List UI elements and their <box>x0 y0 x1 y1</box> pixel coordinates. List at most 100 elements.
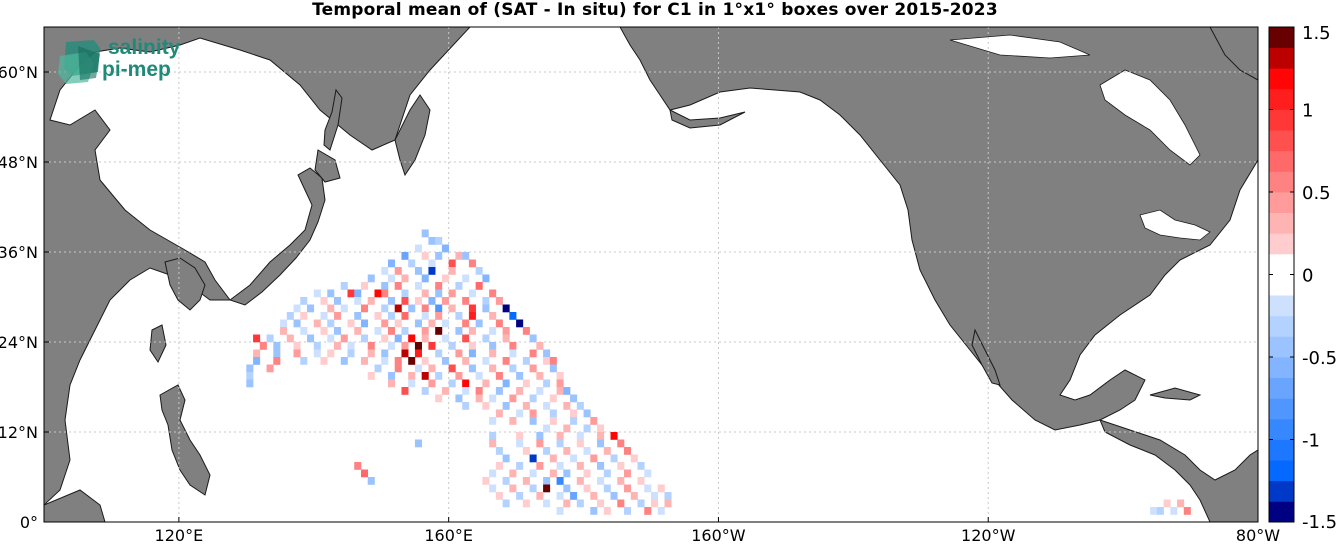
data-cell <box>509 484 517 493</box>
data-cell <box>1183 507 1191 515</box>
data-cell <box>408 379 416 388</box>
data-cell <box>414 349 422 358</box>
data-cell <box>441 244 449 253</box>
data-cell <box>394 364 402 373</box>
colorbar-tick-label: -1 <box>1302 431 1320 452</box>
data-cell <box>448 379 456 388</box>
data-cell <box>381 267 389 275</box>
data-cell <box>441 297 449 305</box>
data-cell <box>414 319 422 328</box>
data-cell <box>374 312 382 320</box>
data-cell <box>307 334 315 343</box>
data-cell <box>529 469 537 478</box>
data-cell <box>435 312 443 320</box>
data-cell <box>468 259 476 268</box>
data-cell <box>637 477 645 485</box>
colorbar-segment <box>1269 274 1294 296</box>
data-cell <box>475 282 483 290</box>
data-cell <box>468 364 476 373</box>
data-cell <box>253 334 261 343</box>
data-cell <box>489 342 497 350</box>
data-cell <box>536 342 544 350</box>
colorbar-segment <box>1269 212 1294 234</box>
data-cell <box>360 304 369 313</box>
data-cell <box>590 417 598 425</box>
data-cell <box>347 342 355 350</box>
data-cell <box>556 387 564 395</box>
data-cell <box>657 484 665 493</box>
data-cell <box>522 447 530 455</box>
data-cell <box>597 432 605 440</box>
data-cell <box>576 402 584 410</box>
data-cell <box>340 357 348 365</box>
data-cell <box>428 379 436 388</box>
data-cell <box>428 297 436 305</box>
data-cell <box>603 507 611 515</box>
data-cell <box>441 274 449 283</box>
data-cell <box>509 349 517 358</box>
data-cell <box>516 432 524 440</box>
colorbar-segment <box>1269 398 1294 420</box>
data-cell <box>448 267 456 275</box>
data-cell <box>401 349 409 358</box>
data-cell <box>381 357 389 365</box>
cuba-island <box>1149 387 1202 401</box>
data-cell <box>448 364 456 373</box>
hudson-bay <box>1099 69 1201 166</box>
data-cell <box>549 409 557 418</box>
data-cell <box>603 469 611 478</box>
data-cell <box>266 334 274 343</box>
data-cell <box>259 342 267 350</box>
data-cell <box>475 319 483 328</box>
colorbar-segment <box>1269 233 1294 255</box>
data-cell <box>536 432 544 440</box>
data-cell <box>421 357 429 365</box>
data-cell <box>462 379 470 388</box>
data-cell <box>637 499 645 508</box>
data-cell <box>549 357 557 365</box>
data-cell <box>536 372 544 380</box>
data-cell <box>509 312 517 320</box>
data-cell <box>489 327 497 335</box>
data-cell <box>644 507 652 515</box>
data-cell <box>360 282 369 290</box>
data-cell <box>414 244 422 253</box>
data-cell <box>495 447 503 455</box>
data-cell <box>327 319 335 328</box>
data-cell <box>522 499 530 508</box>
data-cell <box>394 357 402 365</box>
lat-tick-label: 36°N <box>0 243 38 262</box>
data-cell <box>387 342 396 350</box>
data-cell <box>610 492 618 500</box>
data-cell <box>367 297 375 305</box>
data-cell <box>590 507 598 515</box>
colorbar-segment <box>1269 501 1294 523</box>
data-cell <box>428 342 436 350</box>
colorbar-segment <box>1269 480 1294 502</box>
data-cell <box>347 289 355 298</box>
data-cell <box>536 492 544 500</box>
data-cell <box>583 469 591 478</box>
data-cell <box>516 387 524 395</box>
data-cell <box>435 304 443 313</box>
data-cell <box>421 312 429 320</box>
lon-tick-label: 160°W <box>691 526 746 544</box>
data-cell <box>293 342 301 350</box>
data-cell <box>360 469 369 478</box>
data-cell <box>414 364 422 373</box>
data-cell <box>435 349 443 358</box>
data-cell <box>570 409 578 418</box>
data-cell <box>617 462 625 470</box>
colorbar-segment <box>1269 253 1294 275</box>
colorbar-segment <box>1269 47 1294 69</box>
data-cell <box>482 477 490 485</box>
data-cell <box>347 349 355 358</box>
data-cell <box>624 484 632 493</box>
data-cell <box>300 312 308 320</box>
data-cell <box>441 319 449 328</box>
colorbar-segment <box>1269 460 1294 482</box>
data-cell <box>421 327 429 335</box>
data-cell <box>246 372 254 380</box>
data-cell <box>307 304 315 313</box>
data-cell <box>394 304 402 313</box>
